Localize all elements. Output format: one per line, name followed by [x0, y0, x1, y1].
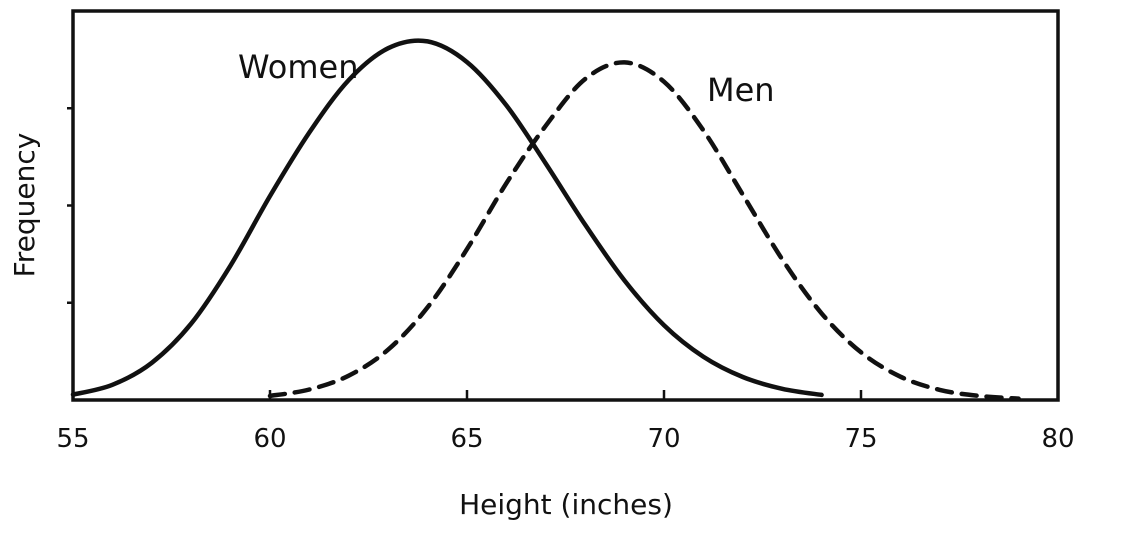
x-ticks: 55 60 65 70 75 80	[56, 390, 1075, 454]
x-tick-label: 75	[844, 424, 877, 454]
series-line-men	[267, 60, 1021, 401]
series-label-men: Men	[707, 71, 775, 109]
y-axis-label: Frequency	[8, 133, 41, 278]
x-tick-label: 60	[253, 424, 286, 454]
y-ticks	[67, 107, 73, 304]
series-line-women	[70, 38, 824, 398]
series-layer	[70, 38, 1021, 401]
x-tick-label: 65	[450, 424, 483, 454]
series-label-women: Women	[238, 48, 358, 86]
x-tick-label: 55	[56, 424, 89, 454]
plot-frame	[71, 9, 1060, 402]
x-tick-label: 70	[647, 424, 680, 454]
x-tick-label: 80	[1041, 424, 1074, 454]
x-axis-label: Height (inches)	[459, 488, 673, 521]
